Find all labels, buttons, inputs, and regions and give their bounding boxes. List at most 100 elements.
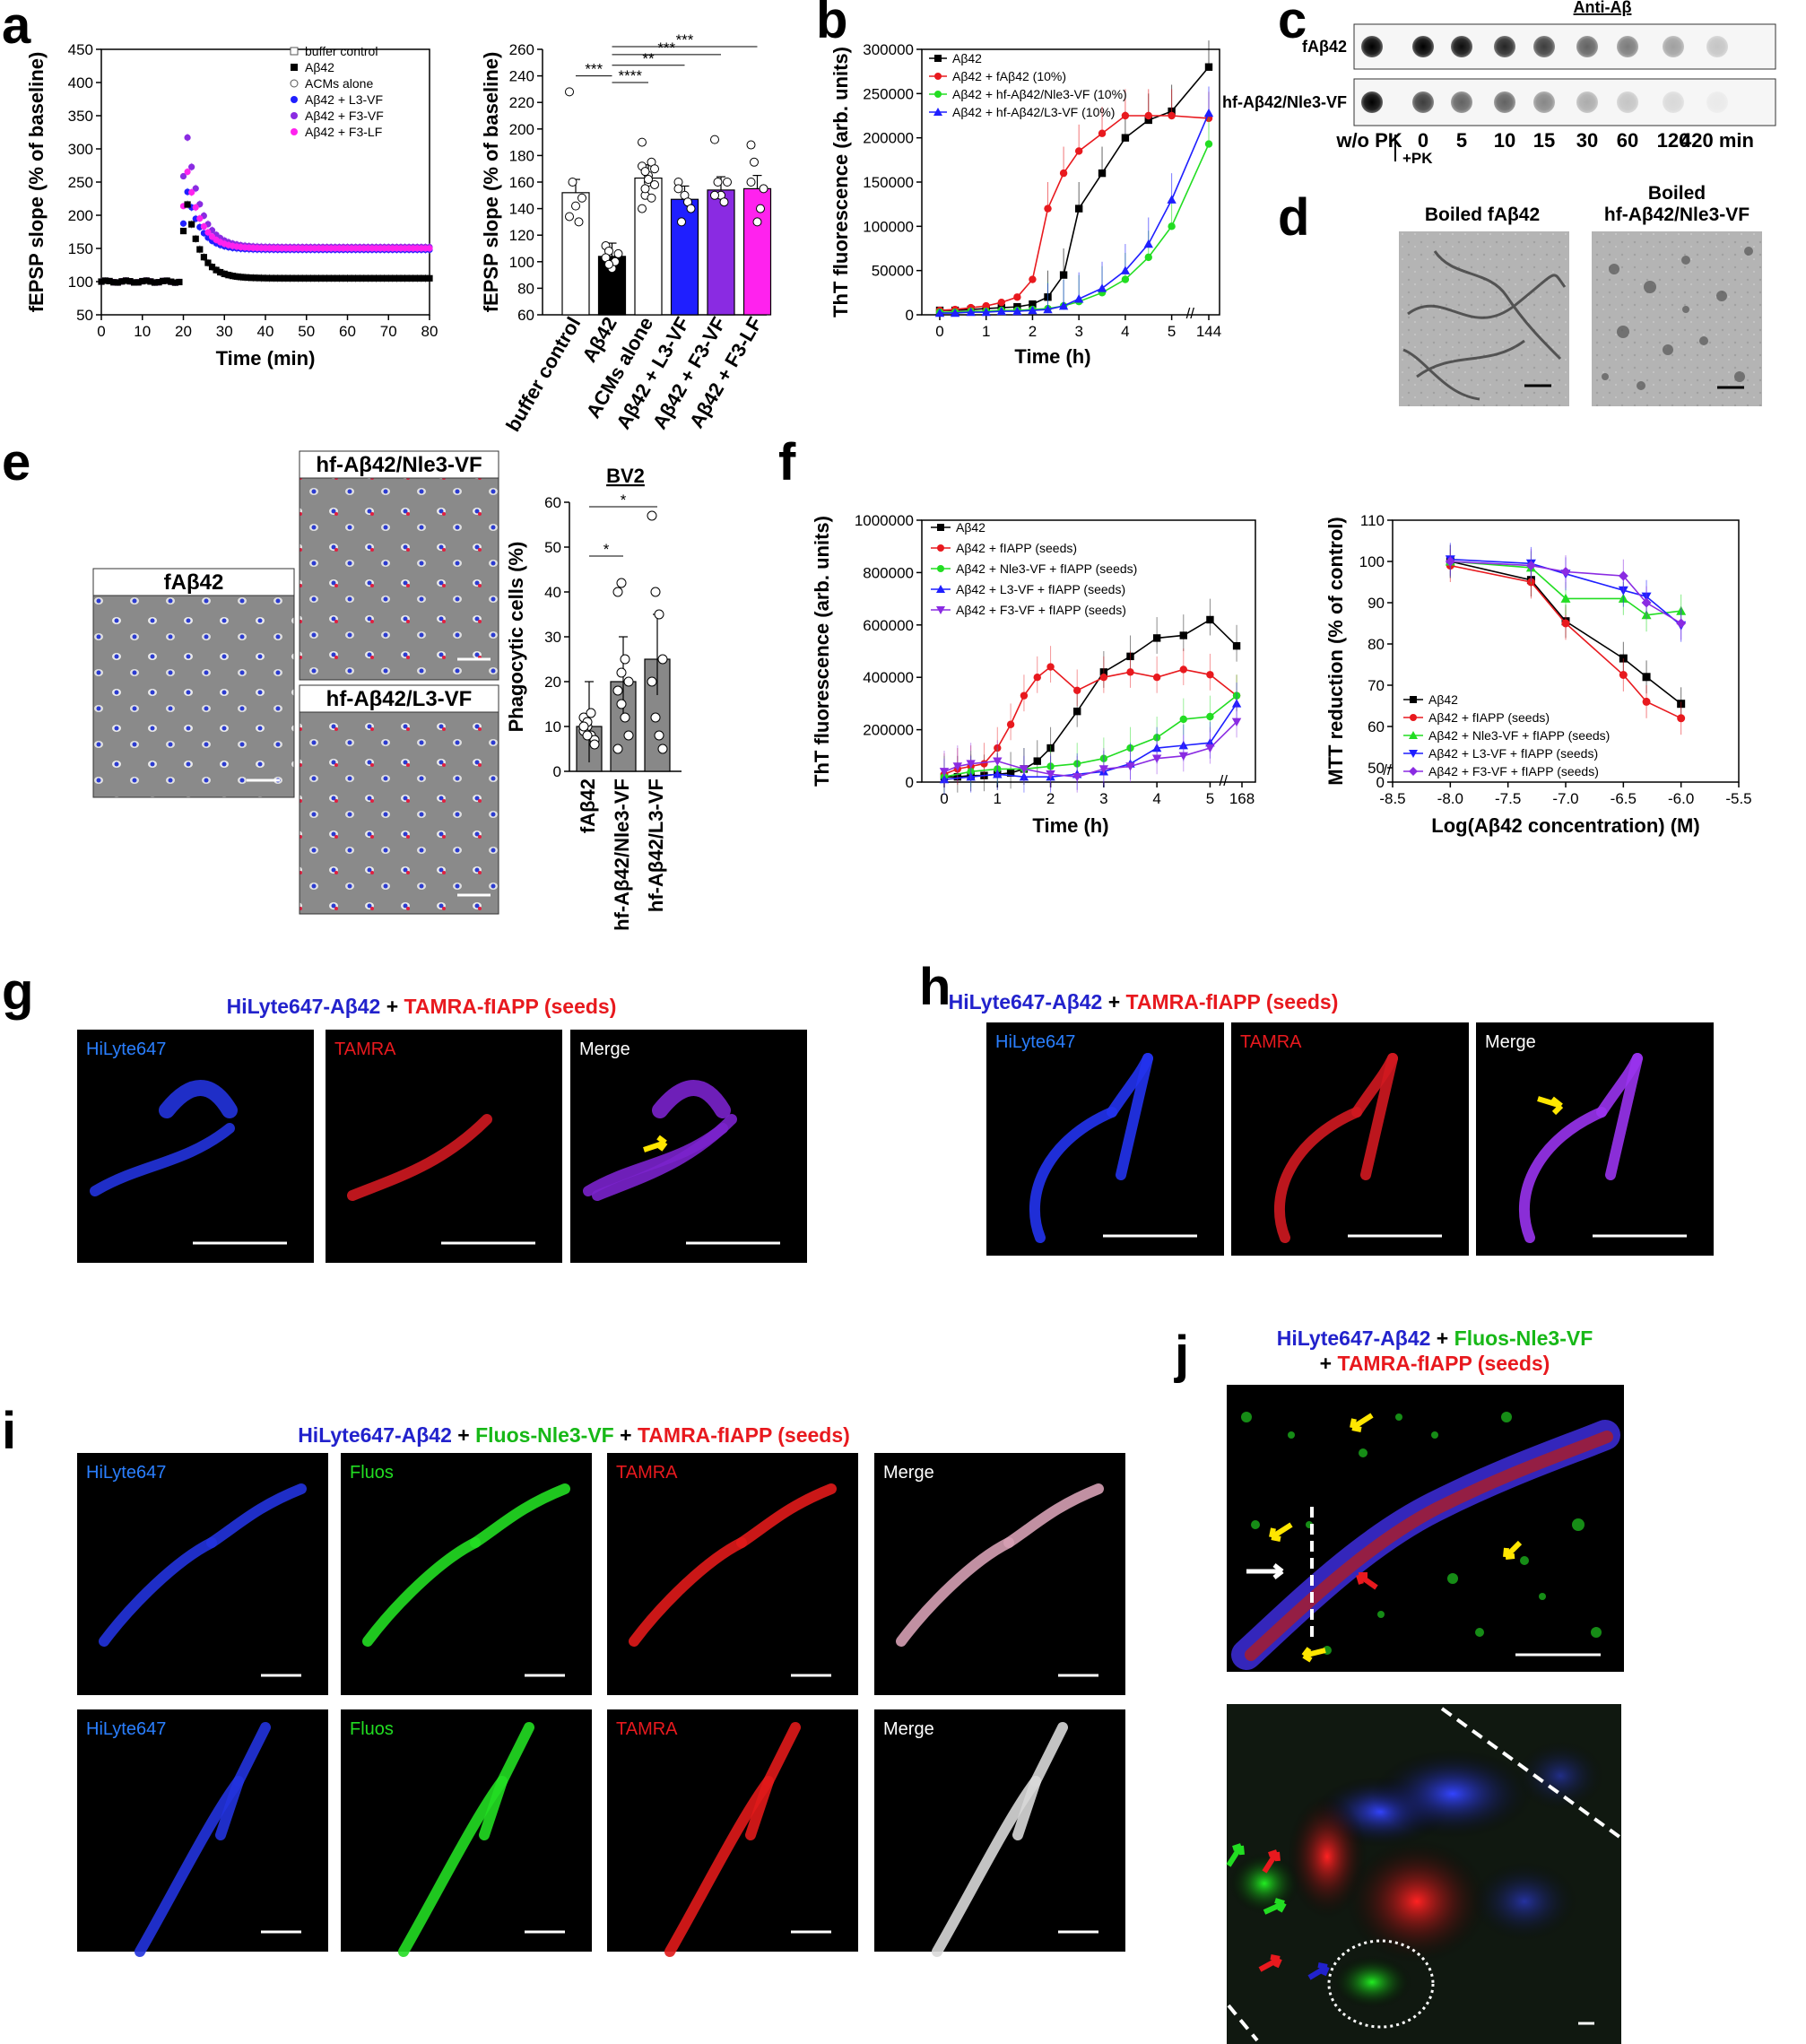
data-point — [122, 277, 130, 284]
j-title-line-1: HiLyte647-Aβ42 + Fluos-Nle3-VF — [1277, 1326, 1593, 1350]
i-title: HiLyte647-Aβ42 + Fluos-Nle3-VF + TAMRA-f… — [298, 1423, 850, 1447]
data-point — [577, 193, 586, 203]
y-axis-label: ThT fluorescence (arb. units) — [811, 516, 833, 787]
data-point — [1046, 762, 1055, 770]
data-point — [377, 274, 384, 282]
j-title-part-1: HiLyte647-Aβ42 — [1277, 1326, 1431, 1350]
data-point — [372, 274, 380, 282]
fiber — [763, 1722, 801, 1787]
y-tick-label: 0 — [1376, 774, 1385, 791]
data-point — [950, 308, 960, 317]
data-point — [980, 760, 988, 768]
data-point — [143, 277, 150, 284]
y-tick-label: 0 — [906, 307, 914, 324]
legend-label: Aβ42 — [1428, 692, 1458, 707]
data-point — [1074, 204, 1083, 213]
fiber — [497, 1722, 534, 1787]
y-tick-label: 260 — [509, 41, 534, 58]
data-point — [710, 135, 719, 144]
significance-mark: *** — [657, 39, 675, 57]
series-line — [943, 721, 1237, 778]
category-label: hf-Aβ42/Nle3-VF — [611, 778, 633, 931]
data-point — [299, 274, 306, 282]
blot-dot — [1576, 91, 1598, 113]
data-point — [612, 587, 623, 597]
data-point — [654, 730, 664, 741]
i-title-part-1: HiLyte647-Aβ42 — [298, 1423, 452, 1447]
fiber — [1030, 1722, 1068, 1787]
panel-label-h: h — [919, 958, 951, 1016]
data-point — [151, 279, 159, 286]
series-line — [1450, 564, 1682, 719]
data-point — [574, 217, 584, 227]
x-tick-label: -8.0 — [1437, 790, 1463, 807]
micrograph-hf-nle3 — [299, 477, 499, 681]
data-point — [571, 201, 580, 211]
x-tick-label: 0 — [940, 790, 948, 807]
blot-dot — [1706, 36, 1728, 57]
data-point — [192, 235, 199, 242]
channel-label: TAMRA — [616, 1463, 678, 1483]
data-point — [1144, 253, 1152, 262]
data-point — [620, 654, 630, 665]
data-point — [710, 190, 719, 200]
legend-label: Aβ42 + L3-VF + fIAPP (seeds) — [956, 582, 1125, 596]
y-tick-label: 250000 — [863, 85, 914, 102]
tile-label-2: hf-Aβ42/Nle3-VF — [316, 453, 482, 477]
data-point — [188, 188, 195, 196]
x-tick-label: -7.5 — [1495, 790, 1521, 807]
blot-row-label-2: hf-Aβ42/Nle3-VF — [1222, 93, 1347, 111]
fiber — [1012, 1776, 1041, 1840]
x-tick-label: 2 — [1029, 323, 1037, 340]
channel-label: Merge — [883, 1719, 934, 1739]
data-point — [295, 274, 302, 282]
i-title-part-5: TAMRA-fIAPP (seeds) — [638, 1423, 850, 1447]
g-tile-hilyte: HiLyte647 — [77, 1030, 314, 1263]
x-tick-label: 144 — [1196, 323, 1221, 340]
panel-label-j: j — [1174, 1326, 1189, 1384]
data-point — [1152, 634, 1161, 642]
i-title-part-2: + — [452, 1423, 475, 1447]
data-point — [1121, 134, 1130, 142]
pk-label: +PK — [1402, 150, 1433, 167]
data-point — [620, 712, 630, 723]
data-point — [278, 274, 285, 282]
significance-mark: ** — [642, 50, 655, 67]
blot-dot — [1451, 91, 1472, 113]
data-point — [1044, 204, 1052, 213]
channel-label: TAMRA — [616, 1719, 678, 1739]
data-point — [340, 274, 347, 282]
data-point — [397, 274, 404, 282]
data-point — [1125, 762, 1135, 771]
tile-label-box-2 — [299, 450, 499, 479]
legend-marker — [291, 112, 298, 119]
data-point — [1073, 707, 1081, 716]
y-tick-label: 600000 — [863, 617, 914, 634]
i-tile-bottom-merge: Merge — [874, 1709, 1125, 1957]
y-tick-label: 0 — [906, 774, 914, 791]
data-point — [421, 274, 430, 282]
legend-marker — [934, 55, 942, 62]
data-point — [1144, 111, 1152, 120]
blot-dot — [1617, 91, 1638, 113]
y-tick-label: 100000 — [863, 218, 914, 235]
blot-dot — [1663, 36, 1684, 57]
blot-lane-label: 120 — [1657, 129, 1690, 152]
phago-images: fAβ42 hf-Aβ42/Nle3-VF hf-Aβ42/L3-VF — [92, 450, 499, 915]
x-tick-label: 4 — [1152, 790, 1160, 807]
g-tile-merge: Merge — [570, 1030, 807, 1263]
blot-lane-label: 5 — [1456, 129, 1467, 152]
data-point — [578, 721, 589, 732]
data-point — [1029, 275, 1037, 283]
data-point — [106, 277, 113, 285]
y-tick-label: 200 — [509, 121, 534, 138]
axis-break: // — [1383, 761, 1392, 778]
blot-dot — [1576, 36, 1598, 57]
data-point — [1204, 140, 1213, 148]
significance-mark: * — [603, 541, 610, 558]
y-tick-label: 160 — [509, 174, 534, 191]
data-point — [616, 578, 627, 588]
series-line — [1450, 561, 1681, 616]
data-point — [1120, 265, 1131, 274]
data-point — [1619, 671, 1628, 679]
